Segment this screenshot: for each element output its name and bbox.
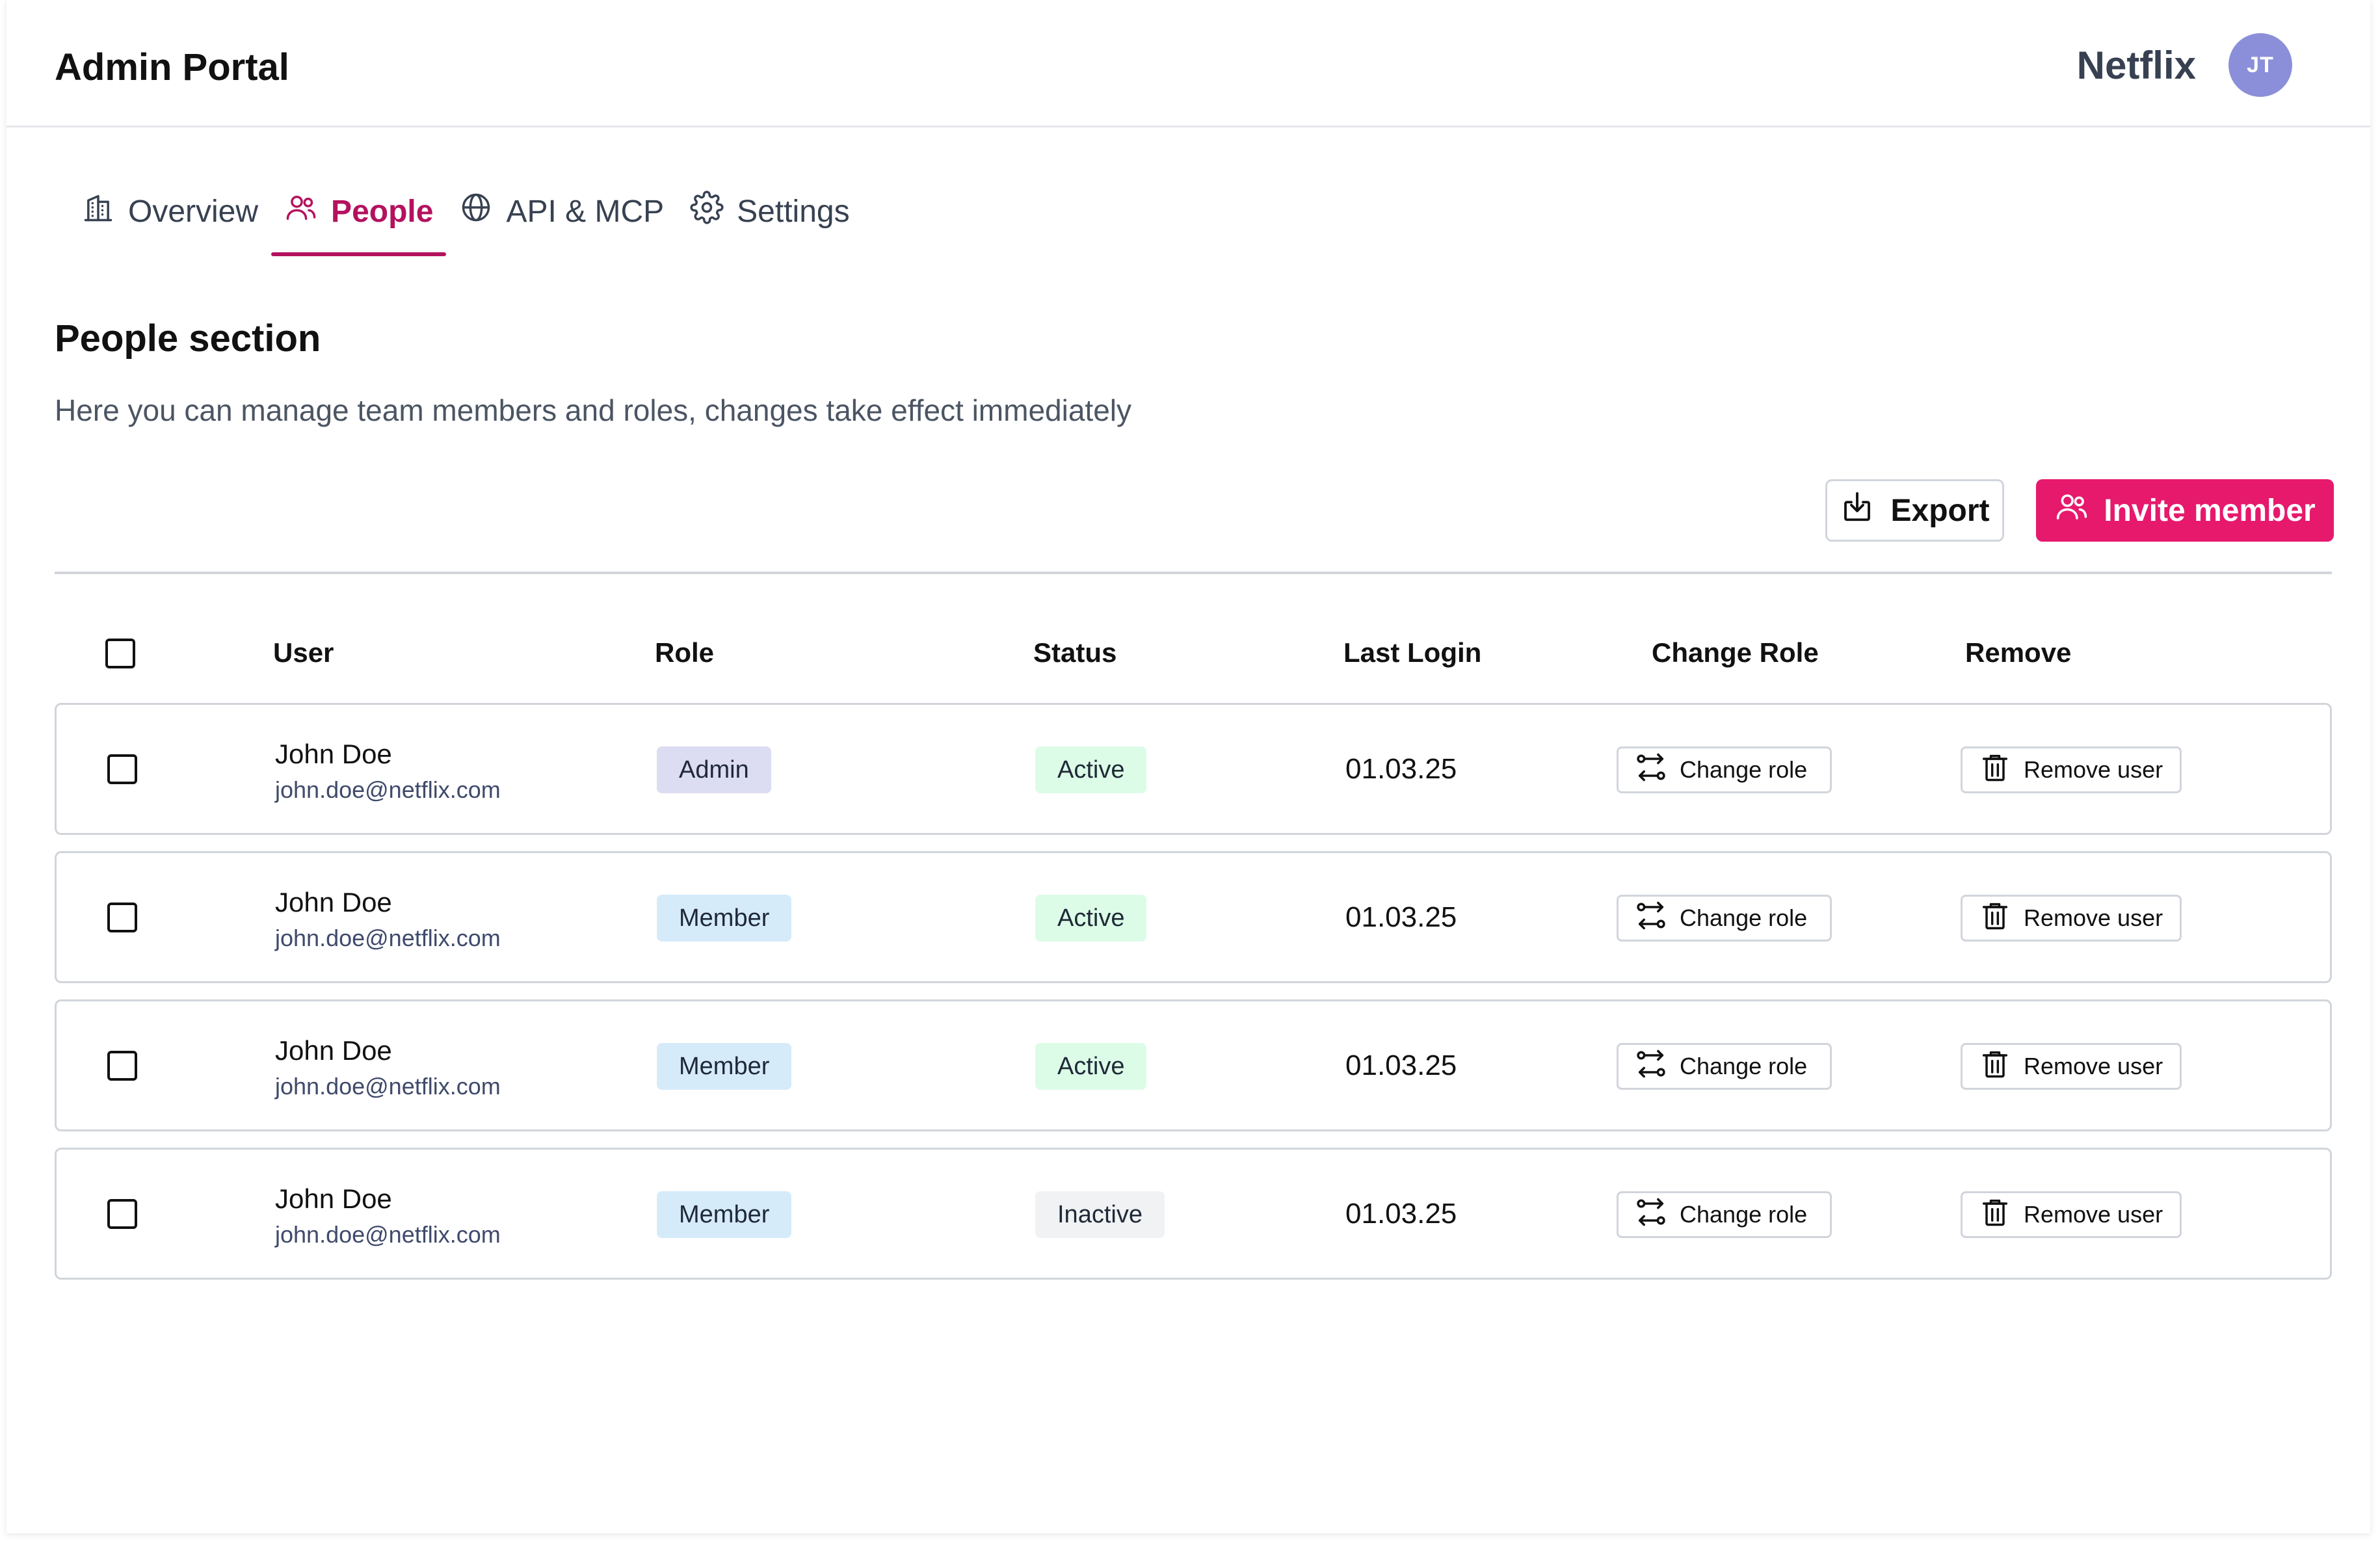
avatar[interactable]: JT — [2228, 33, 2292, 97]
change-role-button[interactable]: Change role — [1617, 1191, 1832, 1238]
column-header-status[interactable]: Status — [1033, 637, 1117, 668]
user-name: John Doe — [275, 1035, 392, 1066]
user-name: John Doe — [275, 739, 392, 769]
remove-user-label: Remove user — [2024, 1201, 2163, 1228]
tab-api-mcp[interactable]: API & MCP — [446, 176, 677, 247]
trash-icon — [1978, 1047, 2012, 1087]
section-title: People section — [55, 317, 321, 360]
last-login: 01.03.25 — [1345, 1198, 1457, 1230]
admin-portal-window: Admin Portal Netflix JT Overview People — [7, 0, 2370, 1533]
last-login: 01.03.25 — [1345, 901, 1457, 933]
tab-label: Settings — [737, 194, 850, 229]
app-title: Admin Portal — [55, 46, 289, 88]
remove-user-button[interactable]: Remove user — [1961, 1191, 2182, 1238]
status-badge: Active — [1035, 746, 1147, 793]
column-header-role[interactable]: Role — [655, 637, 715, 668]
table-row: John Doe john.doe@netflix.com Member Act… — [55, 851, 2332, 983]
tab-people[interactable]: People — [271, 176, 447, 256]
role-badge: Member — [657, 895, 792, 942]
user-name: John Doe — [275, 887, 392, 917]
user-email: john.doe@netflix.com — [275, 1073, 501, 1100]
trash-icon — [1978, 1195, 2012, 1235]
remove-user-button[interactable]: Remove user — [1961, 1043, 2182, 1090]
remove-user-button[interactable]: Remove user — [1961, 895, 2182, 942]
building-icon — [81, 191, 115, 232]
user-email: john.doe@netflix.com — [275, 925, 501, 951]
row-checkbox[interactable] — [107, 1199, 137, 1229]
swap-icon — [1634, 1195, 1668, 1235]
user-email: john.doe@netflix.com — [275, 1221, 501, 1248]
change-role-button[interactable]: Change role — [1617, 746, 1832, 793]
tab-bar: Overview People API & MCP — [68, 176, 863, 260]
column-header-remove[interactable]: Remove — [1965, 637, 2072, 668]
last-login: 01.03.25 — [1345, 753, 1457, 785]
users-icon — [284, 191, 318, 232]
change-role-button[interactable]: Change role — [1617, 895, 1832, 942]
role-badge: Member — [657, 1043, 792, 1090]
table-row: John Doe john.doe@netflix.com Member Act… — [55, 999, 2332, 1131]
invite-member-button[interactable]: Invite member — [2036, 479, 2334, 542]
last-login: 01.03.25 — [1345, 1049, 1457, 1081]
divider — [55, 572, 2332, 574]
tab-label: Overview — [128, 194, 259, 229]
status-badge: Inactive — [1035, 1191, 1165, 1238]
table-row: John Doe john.doe@netflix.com Admin Acti… — [55, 703, 2332, 835]
select-all-checkbox[interactable] — [105, 639, 135, 668]
users-icon — [2054, 489, 2089, 532]
gear-icon — [690, 191, 724, 232]
table-row: John Doe john.doe@netflix.com Member Ina… — [55, 1148, 2332, 1280]
remove-user-button[interactable]: Remove user — [1961, 746, 2182, 793]
tab-overview[interactable]: Overview — [68, 176, 271, 247]
tab-settings[interactable]: Settings — [677, 176, 862, 247]
top-header: Admin Portal Netflix JT — [7, 0, 2370, 127]
change-role-label: Change role — [1680, 756, 1808, 783]
status-badge: Active — [1035, 895, 1147, 942]
column-header-change-role[interactable]: Change Role — [1652, 637, 1819, 668]
role-badge: Member — [657, 1191, 792, 1238]
column-header-user[interactable]: User — [273, 637, 334, 668]
change-role-button[interactable]: Change role — [1617, 1043, 1832, 1090]
role-badge: Admin — [657, 746, 771, 793]
trash-icon — [1978, 750, 2012, 790]
remove-user-label: Remove user — [2024, 1053, 2163, 1079]
export-button[interactable]: Export — [1825, 479, 2004, 542]
change-role-label: Change role — [1680, 1201, 1808, 1228]
trash-icon — [1978, 899, 2012, 938]
download-icon — [1840, 489, 1875, 532]
remove-user-label: Remove user — [2024, 756, 2163, 783]
invite-label: Invite member — [2104, 493, 2316, 528]
swap-icon — [1634, 750, 1668, 790]
globe-icon — [459, 191, 493, 232]
row-checkbox[interactable] — [107, 754, 137, 784]
org-name: Netflix — [2076, 44, 2196, 87]
export-label: Export — [1890, 493, 1990, 528]
change-role-label: Change role — [1680, 1053, 1808, 1079]
status-badge: Active — [1035, 1043, 1147, 1090]
user-email: john.doe@netflix.com — [275, 776, 501, 803]
column-header-last-login[interactable]: Last Login — [1343, 637, 1482, 668]
tab-label: People — [331, 194, 434, 229]
row-checkbox[interactable] — [107, 1051, 137, 1081]
swap-icon — [1634, 899, 1668, 938]
swap-icon — [1634, 1047, 1668, 1087]
section-description: Here you can manage team members and rol… — [55, 393, 1131, 427]
change-role-label: Change role — [1680, 904, 1808, 931]
row-checkbox[interactable] — [107, 903, 137, 932]
tab-label: API & MCP — [506, 194, 665, 229]
remove-user-label: Remove user — [2024, 904, 2163, 931]
user-name: John Doe — [275, 1183, 392, 1214]
